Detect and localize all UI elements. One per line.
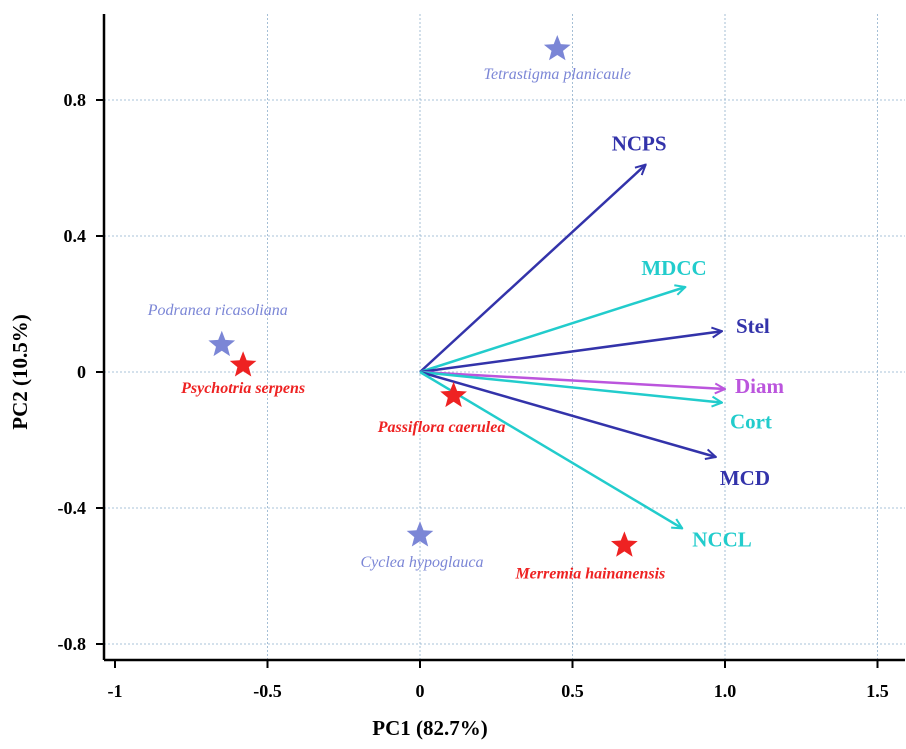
loading-vectors: NCPS MDCC Stel Diam Cort MCD NCCL <box>419 132 785 551</box>
species-label-podranea-ricasoliana: Podranea ricasoliana <box>147 302 288 319</box>
species-star-psychotria-serpens <box>229 351 257 377</box>
x-tick-label: 0.5 <box>561 681 584 701</box>
vector-label-mcd: MCD <box>720 466 770 490</box>
vector-label-nccl: NCCL <box>692 527 752 551</box>
x-tick-label: -1 <box>108 681 123 701</box>
x-tick-label: 1.0 <box>714 681 737 701</box>
vector-label-cort: Cort <box>730 410 772 434</box>
x-tick-label: 0 <box>416 681 425 701</box>
species-label-tetrastigma-planicaule: Tetrastigma planicaule <box>484 66 631 83</box>
species-star-passiflora-caerulea <box>440 381 467 408</box>
vector-mcd <box>419 370 716 457</box>
species-star-tetrastigma-planicaule <box>543 35 571 61</box>
species-star-merremia-hainanensis <box>611 531 638 557</box>
y-tick-label: -0.4 <box>58 498 87 518</box>
x-axis-title: PC1 (82.7%) <box>372 716 487 740</box>
vector-cort <box>419 370 722 403</box>
x-tick-label: 1.5 <box>866 681 889 701</box>
species-star-podranea-ricasoliana <box>208 330 236 357</box>
species-label-merremia-hainanensis: Merremia hainanensis <box>514 565 665 582</box>
axes <box>102 14 905 662</box>
vector-stel <box>419 331 722 374</box>
y-tick-label: -0.8 <box>58 634 87 654</box>
species-label-cyclea-hypoglauca: Cyclea hypoglauca <box>360 554 483 571</box>
vector-label-mdcc: MDCC <box>641 256 706 280</box>
y-axis-title: PC2 (10.5%) <box>8 314 32 429</box>
tick-labels: -1 -0.5 0 0.5 1.0 1.5 0.8 0.4 0 -0.4 -0.8 <box>58 90 889 701</box>
x-tick-label: -0.5 <box>253 681 282 701</box>
species-star-cyclea-hypoglauca <box>406 521 434 547</box>
species-label-passiflora-caerulea: Passiflora caerulea <box>377 419 506 436</box>
vector-label-ncps: NCPS <box>612 132 667 156</box>
y-tick-label: 0 <box>77 362 86 382</box>
vector-nccl <box>419 370 682 528</box>
vector-ncps <box>419 165 646 373</box>
y-tick-label: 0.4 <box>64 226 87 246</box>
y-tick-label: 0.8 <box>64 90 87 110</box>
vector-label-diam: Diam <box>735 374 785 398</box>
species-points: Tetrastigma planicaule Podranea ricasolia… <box>147 35 665 582</box>
vector-label-stel: Stel <box>736 314 770 338</box>
species-label-psychotria-serpens: Psychotria serpens <box>180 380 305 397</box>
vector-diam <box>419 370 725 389</box>
vector-mdcc <box>419 287 685 374</box>
